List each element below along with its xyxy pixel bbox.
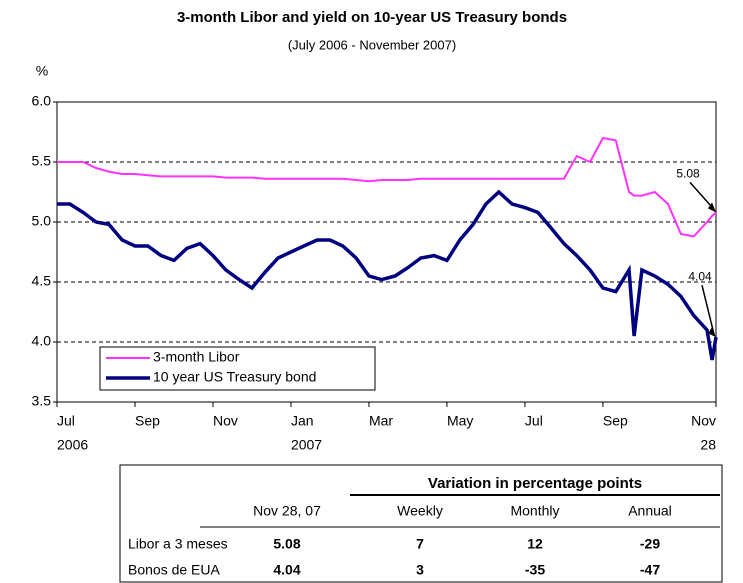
y-tick-label: 4.0 — [32, 333, 52, 349]
x-tick-label: Nov — [213, 413, 238, 429]
x-tick-label: Jul — [525, 413, 543, 429]
x-tick-label: May — [447, 413, 473, 429]
arrow-head — [708, 202, 716, 213]
y-axis-label: % — [36, 63, 48, 79]
y-tick-label: 4.5 — [32, 273, 52, 289]
table-cell: 5.08 — [273, 536, 300, 552]
x-tick-label: Sep — [135, 413, 160, 429]
arrow-head — [708, 327, 716, 338]
series-line — [57, 136, 717, 238]
chart-title: 3-month Libor and yield on 10-year US Tr… — [177, 9, 567, 26]
x-tick-label: Jan — [291, 413, 314, 429]
y-tick-label: 5.5 — [32, 153, 52, 169]
annotation-arrow — [689, 181, 715, 210]
y-tick-label: 5.0 — [32, 213, 52, 229]
x-tick-sublabel: 2006 — [57, 437, 88, 453]
x-tick-label: Sep — [603, 413, 628, 429]
table-cell: -47 — [640, 562, 660, 578]
legend-label: 3-month Libor — [153, 349, 240, 365]
table-cell: 3 — [416, 562, 424, 578]
table-cell: -29 — [640, 536, 660, 552]
x-tick-label: Jul — [57, 413, 75, 429]
annotation: 4.04 — [688, 269, 712, 283]
legend-box — [99, 346, 376, 391]
legend-label: 10 year US Treasury bond — [153, 369, 316, 385]
plot-frame — [56, 101, 717, 403]
x-tick-sublabel: 28 — [700, 437, 716, 453]
chart-subtitle: (July 2006 - November 2007) — [288, 37, 456, 52]
table-column-header: Nov 28, 07 — [253, 503, 321, 519]
y-tick-label: 3.5 — [32, 393, 52, 409]
table-row-label: Libor a 3 meses — [128, 536, 228, 552]
table-frame — [119, 464, 723, 583]
table-column-header: Weekly — [397, 503, 443, 519]
table-column-header: Annual — [628, 503, 672, 519]
x-tick-label: Mar — [369, 413, 393, 429]
x-tick-label: Nov — [691, 413, 716, 429]
table-cell: 4.04 — [273, 562, 300, 578]
table-cell: 7 — [416, 536, 424, 552]
table-title: Variation in percentage points — [428, 475, 642, 492]
y-tick-label: 6.0 — [32, 93, 52, 109]
x-tick-sublabel: 2007 — [291, 437, 322, 453]
table-cell: 12 — [527, 536, 543, 552]
table-cell: -35 — [525, 562, 545, 578]
series-line — [57, 189, 718, 361]
table-row-label: Bonos de EUA — [128, 562, 220, 578]
table-column-header: Monthly — [510, 503, 559, 519]
annotation: 5.08 — [676, 167, 700, 181]
annotation-arrow — [701, 285, 715, 335]
